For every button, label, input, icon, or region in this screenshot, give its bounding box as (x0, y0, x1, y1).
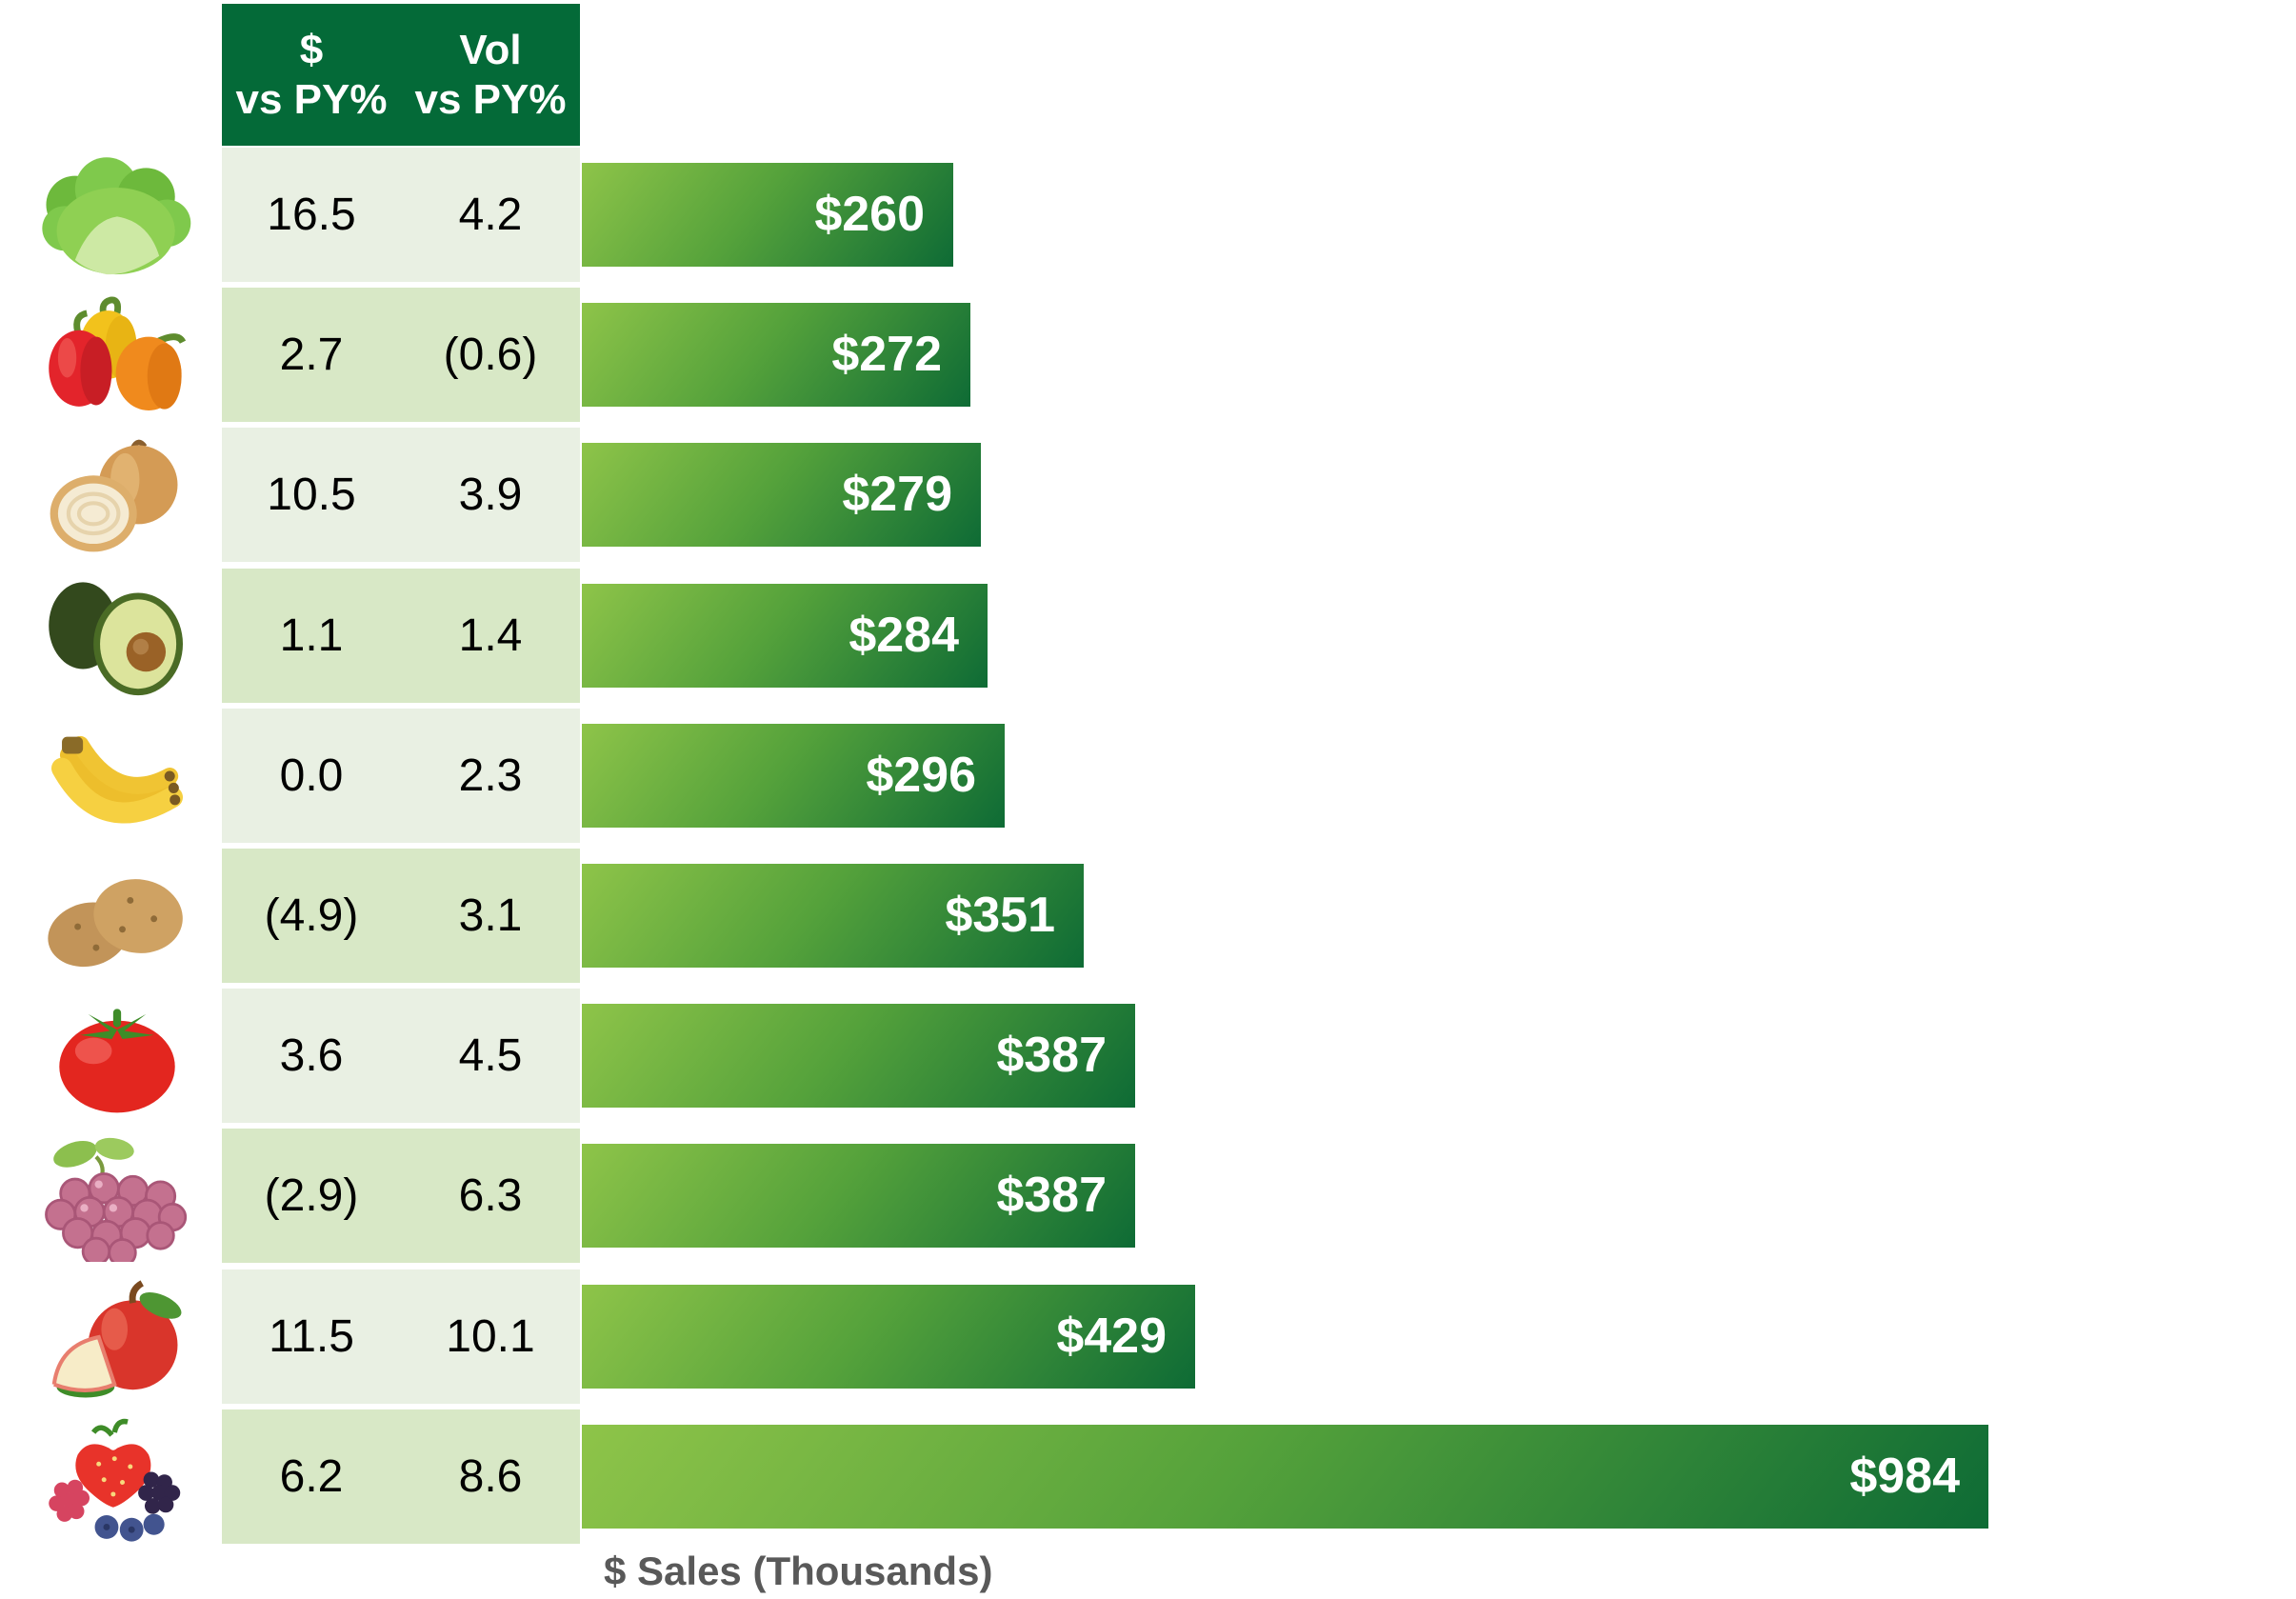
sales-bar-value: $984 (1849, 1449, 1960, 1504)
x-axis-label: $ Sales (Thousands) (604, 1549, 993, 1593)
avocado-icon (11, 569, 222, 703)
lettuce-icon (11, 148, 222, 282)
sales-bar-lettuce: $260 (582, 163, 953, 267)
table-row-onions: 10.5 3.9 (222, 428, 580, 562)
vol-vs-py-value: (0.6) (443, 330, 538, 380)
dollar-vs-py-value: 3.6 (279, 1030, 344, 1081)
table-row-berries: 6.2 8.6 (222, 1409, 580, 1544)
onion-icon (11, 428, 222, 562)
row-apples: 11.5 10.1 $429 (0, 1269, 2296, 1404)
tomato-icon (11, 989, 222, 1123)
vol-vs-py-value: 8.6 (458, 1451, 523, 1502)
potatoes-icon (11, 849, 222, 983)
row-grapes: (2.9) 6.3 $387 (0, 1129, 2296, 1263)
sales-bar-value: $272 (831, 327, 942, 382)
header-vol-line1: Vol (459, 27, 522, 74)
table-row-bananas: 0.0 2.3 (222, 709, 580, 843)
row-tomatoes: 3.6 4.5 $387 (0, 989, 2296, 1123)
sales-bar-value: $279 (842, 467, 952, 522)
dollar-vs-py-value: 0.0 (279, 750, 344, 801)
dollar-vs-py-value: 1.1 (279, 610, 344, 661)
header-vol-line2: vs PY% (414, 75, 567, 123)
header-dollar-line1: $ (299, 27, 324, 74)
sales-bar-onions: $279 (582, 443, 981, 547)
sales-bar-tomatoes: $387 (582, 1004, 1135, 1108)
header-dollar-line2: vs PY% (235, 75, 388, 123)
table-row-bell-peppers: 2.7 (0.6) (222, 288, 580, 422)
vol-vs-py-value: 4.2 (458, 190, 523, 240)
vol-vs-py-value: 3.1 (458, 890, 523, 941)
vol-vs-py-value: 2.3 (458, 750, 523, 801)
vol-vs-py-value: 6.3 (458, 1170, 523, 1221)
vol-vs-py-value: 3.9 (458, 470, 523, 520)
row-bananas: 0.0 2.3 $296 (0, 709, 2296, 843)
dollar-vs-py-value: 6.2 (279, 1451, 344, 1502)
dollar-vs-py-value: 11.5 (269, 1311, 354, 1362)
vol-vs-py-value: 4.5 (458, 1030, 523, 1081)
dollar-vs-py-value: 2.7 (279, 330, 344, 380)
vol-vs-py-value: 1.4 (458, 610, 523, 661)
table-row-avocados: 1.1 1.4 (222, 569, 580, 703)
table-row-potatoes: (4.9) 3.1 (222, 849, 580, 983)
sales-bar-value: $260 (814, 187, 925, 242)
dollar-vs-py-value: 16.5 (267, 190, 356, 240)
sales-bar-value: $387 (996, 1168, 1107, 1223)
grapes-icon (11, 1129, 222, 1263)
sales-bar-potatoes: $351 (582, 864, 1084, 968)
sales-bar-berries: $984 (582, 1425, 1988, 1529)
sales-bar-avocados: $284 (582, 584, 988, 688)
vol-vs-py-value: 10.1 (446, 1311, 535, 1362)
row-berries: 6.2 8.6 $984 (0, 1409, 2296, 1544)
sales-bar-value: $351 (945, 888, 1055, 943)
row-avocados: 1.1 1.4 $284 (0, 569, 2296, 703)
sales-bar-value: $429 (1056, 1309, 1167, 1364)
table-row-tomatoes: 3.6 4.5 (222, 989, 580, 1123)
apple-icon (11, 1269, 222, 1404)
dollar-vs-py-value: 10.5 (267, 470, 356, 520)
row-bell-peppers: 2.7 (0.6) $272 (0, 288, 2296, 422)
dollar-vs-py-value: (4.9) (264, 890, 359, 941)
sales-bar-grapes: $387 (582, 1144, 1135, 1248)
row-lettuce: 16.5 4.2 $260 (0, 148, 2296, 282)
sales-bar-bananas: $296 (582, 724, 1005, 828)
bell-peppers-icon (11, 288, 222, 422)
berries-icon (11, 1409, 222, 1544)
table-row-lettuce: 16.5 4.2 (222, 148, 580, 282)
row-onions: 10.5 3.9 $279 (0, 428, 2296, 562)
bananas-icon (11, 709, 222, 843)
sales-bar-bell-peppers: $272 (582, 303, 970, 407)
column-header-vol-vs-py: Vol vs PY% (401, 4, 580, 146)
column-header-dollar-vs-py: $ vs PY% (222, 4, 401, 146)
table-row-apples: 11.5 10.1 (222, 1269, 580, 1404)
dollar-vs-py-value: (2.9) (264, 1170, 359, 1221)
sales-bar-value: $387 (996, 1028, 1107, 1083)
sales-bar-value: $284 (849, 608, 959, 663)
sales-bar-apples: $429 (582, 1285, 1195, 1389)
sales-bar-value: $296 (866, 748, 976, 803)
table-header: $ vs PY% Vol vs PY% (222, 4, 580, 146)
row-potatoes: (4.9) 3.1 $351 (0, 849, 2296, 983)
table-row-grapes: (2.9) 6.3 (222, 1129, 580, 1263)
